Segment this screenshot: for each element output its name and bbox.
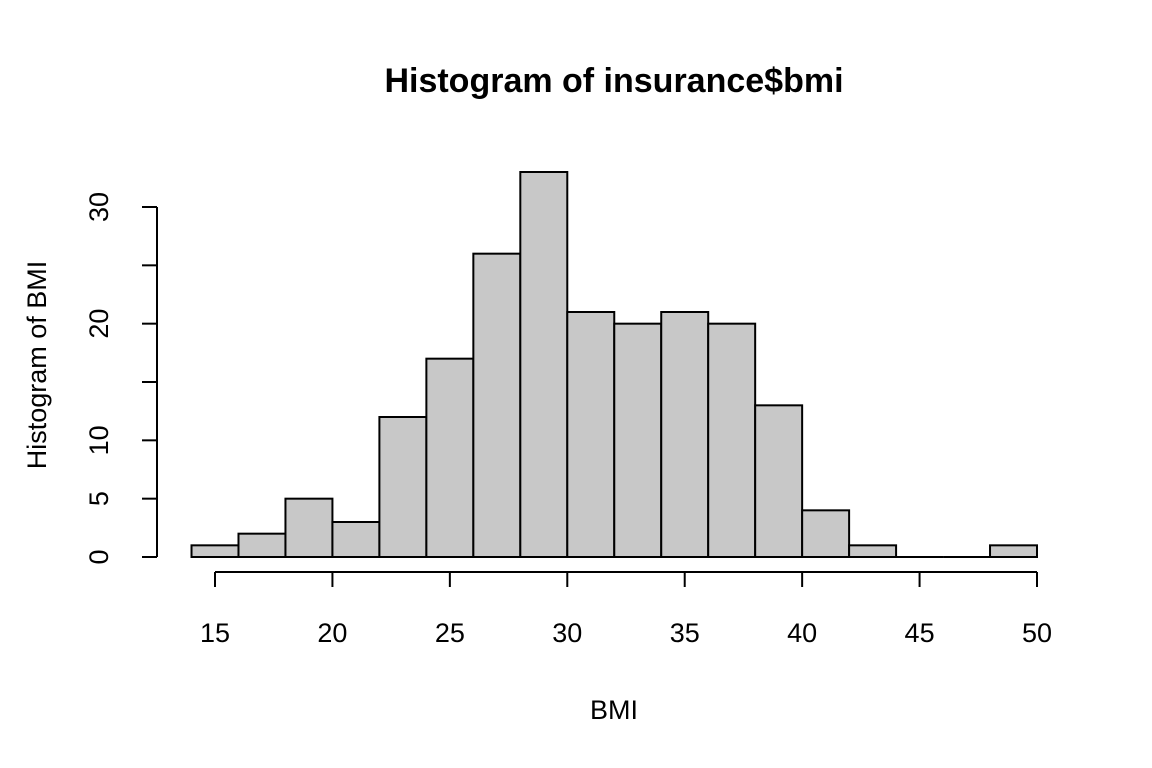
y-tick-label: 0 xyxy=(84,549,114,564)
x-tick-label: 15 xyxy=(200,618,230,648)
y-axis: 0 5 10 20 30 xyxy=(84,192,158,565)
y-tick-label: 5 xyxy=(84,491,114,506)
histogram-bar xyxy=(284,497,334,558)
chart-title: Histogram of insurance$bmi xyxy=(384,62,843,100)
y-axis-label: Histogram of BMI xyxy=(22,261,52,470)
x-axis-label: BMI xyxy=(590,695,638,725)
histogram-bar xyxy=(190,544,240,558)
histogram-bar xyxy=(519,171,569,558)
x-tick-label: 45 xyxy=(905,618,935,648)
histogram-bar xyxy=(989,544,1038,558)
histogram-bar xyxy=(331,521,381,558)
histogram-bar xyxy=(378,416,428,558)
histogram-bar xyxy=(237,532,287,559)
x-tick-label: 35 xyxy=(670,618,700,648)
y-tick-label: 20 xyxy=(84,309,114,339)
x-tick-label: 20 xyxy=(317,618,347,648)
histogram-bar xyxy=(613,322,663,558)
histogram-bar xyxy=(566,311,616,558)
histogram-bar xyxy=(801,509,851,559)
histogram-bar xyxy=(848,544,898,558)
histogram-bar xyxy=(707,322,757,558)
y-tick-label: 30 xyxy=(84,192,114,222)
x-tick-label: 50 xyxy=(1022,618,1052,648)
histogram-bar xyxy=(660,311,710,558)
histogram-bar xyxy=(472,252,522,559)
x-axis: 15 20 25 30 35 40 45 50 xyxy=(200,571,1052,648)
x-tick-label: 25 xyxy=(435,618,465,648)
bars-group xyxy=(190,171,1038,559)
histogram-bar xyxy=(754,404,804,559)
histogram-bar xyxy=(425,357,475,558)
x-tick-label: 40 xyxy=(787,618,817,648)
y-tick-label: 10 xyxy=(84,425,114,455)
x-tick-label: 30 xyxy=(552,618,582,648)
